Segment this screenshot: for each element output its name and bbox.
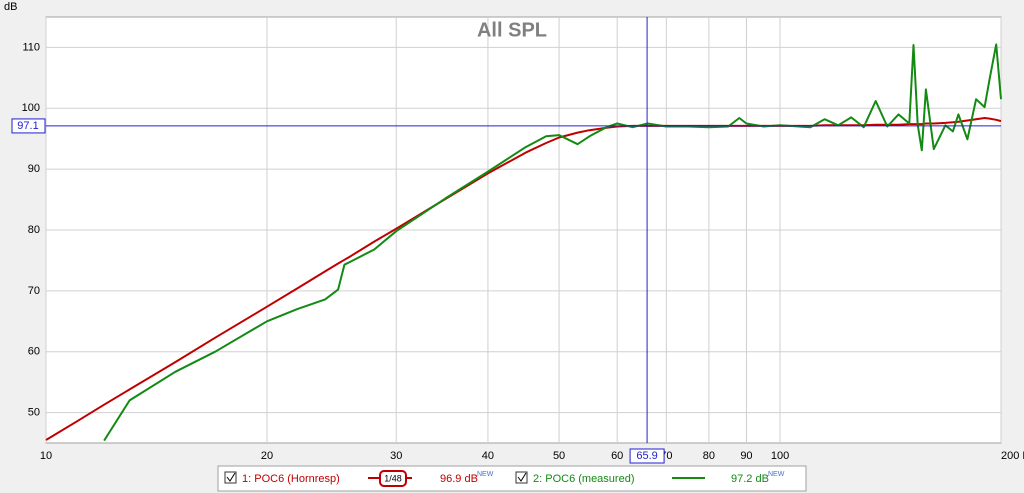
x-tick-label: 100	[771, 450, 789, 462]
y-tick-label: 100	[22, 102, 40, 114]
legend-badge: NEW	[477, 471, 494, 478]
x-tick-label: 10	[40, 450, 52, 462]
x-tick-label: 90	[740, 450, 752, 462]
x-tick-label: 60	[611, 450, 623, 462]
legend-label: 2: POC6 (measured)	[533, 473, 634, 485]
x-tick-label: 40	[482, 450, 494, 462]
checkbox[interactable]	[515, 471, 528, 484]
x-tick-label: 50	[553, 450, 565, 462]
checkbox[interactable]	[224, 471, 237, 484]
chart-title: All SPL	[477, 19, 547, 41]
series-line	[103, 43, 1002, 442]
x-tick-label: 20	[261, 450, 273, 462]
y-tick-label: 50	[28, 406, 40, 418]
legend: 1: POC6 (Hornresp) 1/48 96.9 dB NEW 2: P…	[217, 465, 807, 492]
x-tick-label: 200 Hz	[1001, 450, 1024, 462]
y-tick-label: 80	[28, 224, 40, 236]
cursor-y-label: 97.1	[17, 120, 38, 132]
y-tick-label: 110	[22, 41, 40, 53]
legend-reading: 97.2 dB	[731, 473, 769, 485]
legend-box	[217, 465, 807, 492]
cursor-box	[11, 118, 46, 134]
legend-badge: NEW	[768, 471, 785, 478]
check-mark	[226, 472, 236, 482]
x-tick-label: 30	[390, 450, 402, 462]
y-tick-label: 70	[28, 285, 40, 297]
legend-label: 1: POC6 (Hornresp)	[242, 473, 340, 485]
cursor: 65.9 97.1	[11, 17, 1001, 464]
smoothing: 1/48	[384, 473, 402, 483]
cursor-box	[629, 448, 665, 464]
smoothing-box[interactable]	[379, 470, 407, 487]
x-tick-label: 80	[703, 450, 715, 462]
cursor-x-label: 65.9	[636, 450, 657, 462]
y-tick-label: 60	[28, 346, 40, 358]
check-mark	[517, 472, 527, 482]
y-unit: dB	[4, 1, 17, 13]
legend-reading: 96.9 dB	[440, 473, 478, 485]
y-tick-label: 90	[28, 163, 40, 175]
